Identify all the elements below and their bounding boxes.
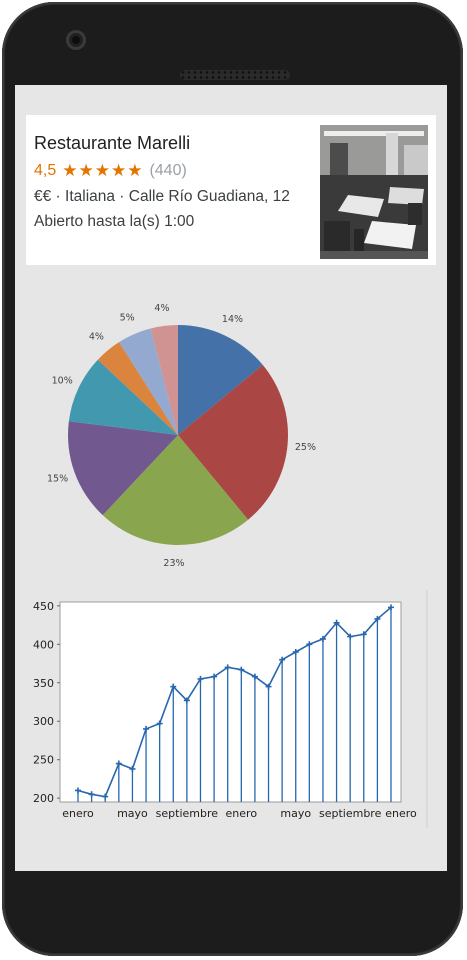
phone-screen: Restaurante Marelli 4,5 ★★★★★ (440) €€ ·… xyxy=(15,85,447,871)
data-point xyxy=(374,615,381,622)
data-point xyxy=(292,649,299,655)
pie-slice-label: 25% xyxy=(295,442,316,453)
y-tick-label: 350 xyxy=(33,677,54,690)
pie-slice xyxy=(68,359,178,435)
pie-slice xyxy=(102,435,249,545)
data-point xyxy=(224,664,231,671)
pie-chart-svg: 14% 25% 23% 15% 10% 4% 5% 4% xyxy=(47,303,316,569)
x-tick-label: enero xyxy=(385,807,417,820)
pie-slice xyxy=(178,325,263,435)
data-point xyxy=(279,656,286,663)
data-point xyxy=(170,683,177,690)
data-point xyxy=(129,765,136,772)
line-series xyxy=(77,606,392,798)
y-tick-label: 400 xyxy=(33,638,54,651)
x-tick-label: mayo xyxy=(280,807,311,820)
x-tick-label: septiembre xyxy=(319,807,382,820)
pie-slice-label: 4% xyxy=(89,331,104,342)
front-camera xyxy=(66,30,86,50)
data-point xyxy=(238,666,245,673)
data-point xyxy=(183,697,190,704)
pie-slice-label: 4% xyxy=(154,303,169,314)
data-point xyxy=(75,787,81,794)
x-tick-label: enero xyxy=(226,807,258,820)
data-point xyxy=(333,619,340,626)
restaurant-interior-image xyxy=(320,125,428,259)
pie-slice xyxy=(178,364,288,520)
pie-slice-label: 15% xyxy=(47,473,68,484)
data-point xyxy=(143,725,150,732)
rating-value: 4,5 xyxy=(34,162,57,179)
x-tick-label: septiembre xyxy=(156,807,219,820)
data-point xyxy=(211,673,218,680)
pie-slice xyxy=(150,325,178,435)
pie-chart: 14% 25% 23% 15% 10% 4% 5% 4% xyxy=(15,300,447,575)
restaurant-name: Restaurante Marelli xyxy=(34,133,191,153)
data-point xyxy=(265,683,272,690)
pie-slice-label: 5% xyxy=(120,313,135,324)
data-point xyxy=(115,760,122,767)
data-point xyxy=(347,633,354,640)
x-tick-label: enero xyxy=(62,807,94,820)
y-tick-label: 200 xyxy=(33,792,54,805)
y-tick-label: 300 xyxy=(33,715,54,728)
restaurant-photo[interactable] xyxy=(320,125,428,259)
data-point xyxy=(306,641,313,648)
line-chart: 200 250 300 350 400 450 enero mayo septiembre ene… xyxy=(15,590,447,835)
pie-slice-label: 14% xyxy=(222,314,243,325)
rating-stars-icon: ★★★★★ xyxy=(62,161,144,180)
data-point xyxy=(388,604,394,611)
data-point xyxy=(156,720,163,727)
restaurant-details: €€ · Italiana · Calle Río Guadiana, 12 xyxy=(34,188,290,205)
pie-slice xyxy=(97,342,178,435)
data-point xyxy=(319,635,326,642)
data-point xyxy=(251,673,258,680)
x-tick-label: mayo xyxy=(117,807,148,820)
y-tick-label: 450 xyxy=(33,600,54,613)
data-point xyxy=(88,791,95,798)
restaurant-card[interactable]: Restaurante Marelli 4,5 ★★★★★ (440) €€ ·… xyxy=(26,115,436,265)
review-count[interactable]: (440) xyxy=(149,162,187,179)
opening-hours: Abierto hasta la(s) 1:00 xyxy=(34,213,195,230)
pie-slice-label: 23% xyxy=(163,558,184,569)
pie-slice xyxy=(68,421,178,516)
rating-row: 4,5 ★★★★★ (440) xyxy=(34,161,187,181)
pie-slice xyxy=(119,328,178,435)
y-tick-label: 250 xyxy=(33,754,54,767)
data-point xyxy=(360,631,367,638)
data-point xyxy=(197,675,204,682)
pie-slice-label: 10% xyxy=(52,376,73,387)
data-point xyxy=(102,793,109,800)
earpiece-speaker xyxy=(180,70,290,80)
